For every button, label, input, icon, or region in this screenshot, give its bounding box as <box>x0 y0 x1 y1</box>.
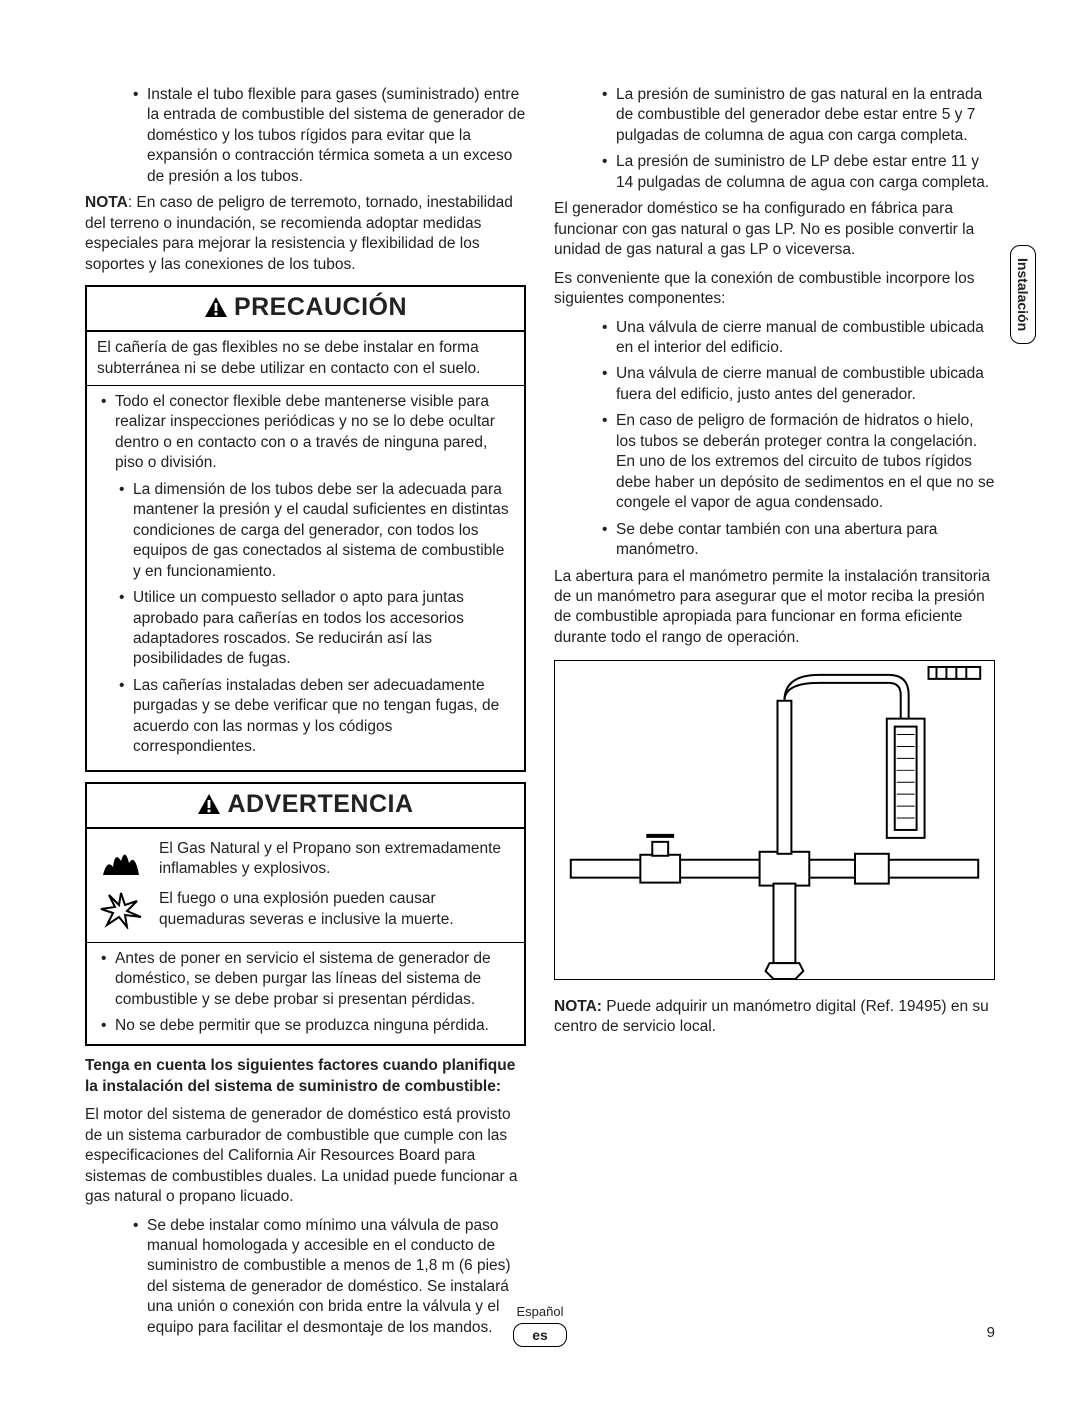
bullet-item: Utilice un compuesto sellador o apto par… <box>119 588 514 670</box>
warning-text: El fuego o una explosión pueden causar q… <box>159 889 514 930</box>
bullet-item: No se debe permitir que se produzca ning… <box>101 1016 514 1036</box>
footer-language: Español <box>0 1303 1080 1320</box>
warning-triangle-icon <box>197 793 221 815</box>
warning-triangle-icon <box>204 296 228 318</box>
section-tab: Instalación <box>1010 245 1036 344</box>
bullet-item: Una válvula de cierre manual de combusti… <box>602 364 995 405</box>
bullet-item: Instale el tubo flexible para gases (sum… <box>133 85 526 187</box>
paragraph: Es conveniente que la conexión de combus… <box>554 269 995 310</box>
caution-header: PRECAUCIÓN <box>87 287 524 332</box>
page-footer: Español es <box>0 1303 1080 1347</box>
caution-intro: El cañería de gas flexibles no se debe i… <box>87 332 524 385</box>
bullet-item: Antes de poner en servicio el sistema de… <box>101 949 514 1010</box>
caution-title: PRECAUCIÓN <box>234 293 407 321</box>
section-heading: Tenga en cuenta los siguientes factores … <box>85 1056 526 1097</box>
note-text: Puede adquirir un manómetro digital (Ref… <box>554 998 989 1035</box>
note-label: NOTA <box>85 194 128 211</box>
warning-header: ADVERTENCIA <box>87 784 524 829</box>
page-number: 9 <box>987 1323 995 1343</box>
bullet-item: Una válvula de cierre manual de combusti… <box>602 318 995 359</box>
bullet-item: Las cañerías instaladas deben ser adecua… <box>119 676 514 758</box>
paragraph: La abertura para el manómetro permite la… <box>554 567 995 649</box>
left-column: Instale el tubo flexible para gases (sum… <box>85 85 526 1344</box>
paragraph: El generador doméstico se ha configurado… <box>554 199 995 260</box>
warning-row: El Gas Natural y el Propano son extremad… <box>87 835 524 889</box>
page-content: Instale el tubo flexible para gases (sum… <box>0 0 1080 1404</box>
warning-body: El Gas Natural y el Propano son extremad… <box>87 829 524 942</box>
note-text: : En caso de peligro de terremoto, torna… <box>85 194 513 272</box>
manometer-diagram <box>554 660 995 980</box>
warning-row: El fuego o una explosión pueden causar q… <box>87 889 524 939</box>
footer-lang-badge: es <box>513 1323 567 1347</box>
paragraph: El motor del sistema de generador de dom… <box>85 1105 526 1207</box>
fire-icon <box>97 839 145 885</box>
warning-title: ADVERTENCIA <box>227 790 413 818</box>
bullet-item: La presión de suministro de gas natural … <box>602 85 995 146</box>
warning-text: El Gas Natural y el Propano son extremad… <box>159 839 514 880</box>
bullet-item: En caso de peligro de formación de hidra… <box>602 411 995 513</box>
caution-list: Todo el conector flexible debe manteners… <box>87 385 524 770</box>
note-paragraph: NOTA: Puede adquirir un manómetro digita… <box>554 997 995 1038</box>
explosion-icon <box>97 889 145 935</box>
bullet-item: La presión de suministro de LP debe esta… <box>602 152 995 193</box>
note-paragraph: NOTA: En caso de peligro de terremoto, t… <box>85 193 526 275</box>
right-column: La presión de suministro de gas natural … <box>554 85 995 1344</box>
warning-callout: ADVERTENCIA El Gas Natural y el Propano … <box>85 782 526 1047</box>
bullet-item: La dimensión de los tubos debe ser la ad… <box>119 480 514 582</box>
bullet-item: Se debe contar también con una abertura … <box>602 520 995 561</box>
bullet-item: Todo el conector flexible debe manteners… <box>101 392 514 474</box>
warning-list: Antes de poner en servicio el sistema de… <box>87 942 524 1045</box>
note-label: NOTA: <box>554 998 602 1015</box>
caution-callout: PRECAUCIÓN El cañería de gas flexibles n… <box>85 285 526 772</box>
